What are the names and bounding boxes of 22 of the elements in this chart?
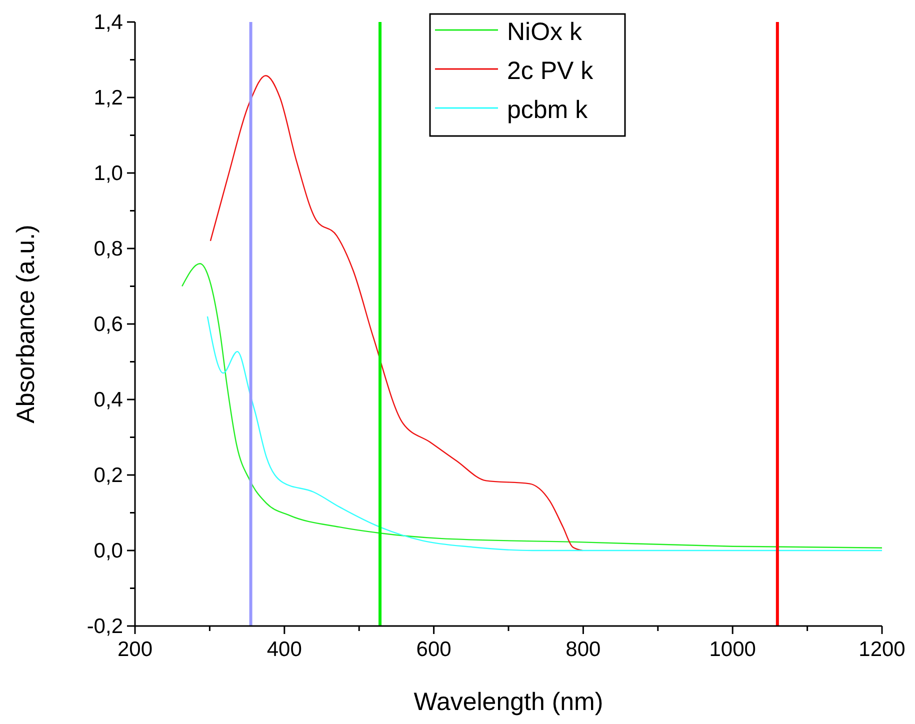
y-tick-label: 0,4 — [94, 388, 124, 412]
line-series — [181, 263, 883, 548]
y-tick-label: 1,4 — [94, 11, 124, 34]
y-tick-label: 0,0 — [94, 540, 123, 562]
legend-label: NiOx k — [507, 18, 582, 46]
y-tick-label: 1,2 — [94, 86, 123, 110]
y-tick-label: 1,0 — [94, 162, 123, 185]
x-tick-label: 1000 — [709, 638, 756, 661]
x-tick-label: 1200 — [858, 638, 906, 661]
x-tick-label: 600 — [416, 638, 452, 661]
line-series — [206, 316, 883, 552]
legend-label: pcbm k — [507, 96, 588, 124]
legend-label: 2c PV k — [507, 57, 594, 85]
y-tick-label: 0,6 — [94, 313, 123, 336]
y-tick-label: 0,2 — [94, 464, 123, 487]
x-tick-label: 800 — [566, 638, 601, 661]
y-tick-label: 0,8 — [94, 238, 123, 260]
y-axis-title: Absorbance (a.u.) — [12, 224, 40, 424]
x-tick-label: 200 — [117, 638, 153, 661]
x-tick-label: 400 — [266, 638, 302, 661]
x-axis-title: Wavelength (nm) — [414, 688, 604, 716]
y-tick-label: -0,2 — [86, 615, 123, 638]
